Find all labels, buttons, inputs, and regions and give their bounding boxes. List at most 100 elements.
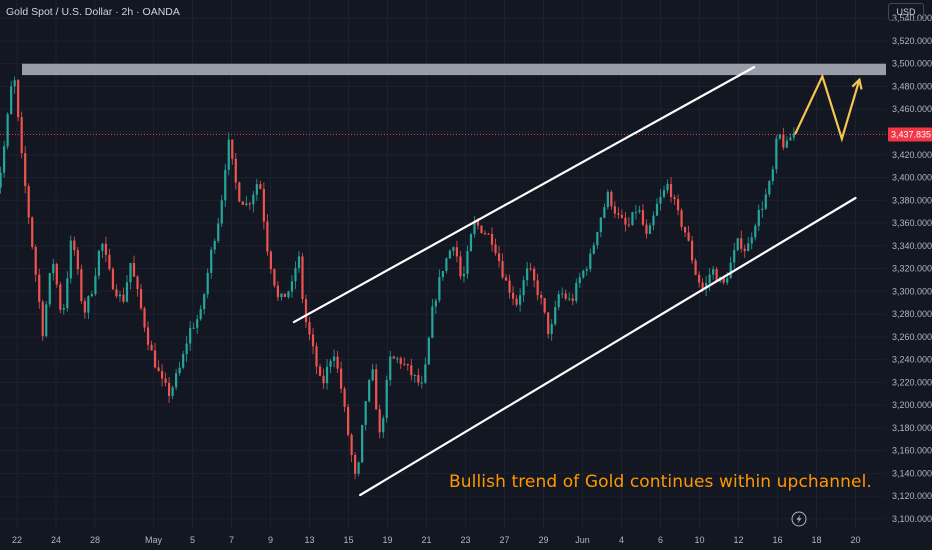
candle-body [245,203,248,205]
candle-body [466,251,469,274]
candle-body [336,356,339,369]
candle-body [529,268,532,270]
channel-layer [292,66,857,497]
candle-body [610,191,613,207]
y-tick-label: 3,400.000 [892,173,932,183]
candle-body [139,289,143,309]
candle-body [740,238,743,249]
candle-body [736,238,739,251]
candle-body [687,232,690,241]
candle-body [361,424,364,463]
candle-body [396,358,399,360]
candle-body [645,224,648,234]
candle-body [364,401,367,425]
x-tick-label: 18 [811,535,821,545]
x-tick-label: 20 [850,535,860,545]
candle-body [294,268,297,282]
candle-body [627,224,631,226]
candle-body [266,221,269,252]
candle-body [708,274,711,284]
candles-layer [0,76,795,480]
y-tick-label: 3,420.000 [892,150,932,160]
candle-body [262,188,265,222]
candle-body [178,367,181,374]
candle-body [371,369,374,381]
lightning-icon[interactable] [791,511,807,527]
candle-body [750,237,753,244]
candle-body [0,172,2,188]
candle-body [108,254,111,269]
x-tick-label: 6 [658,535,663,545]
candle-body [705,283,708,289]
x-tick-label: 13 [304,535,314,545]
y-tick-label: 3,260.000 [892,332,932,342]
candle-body [575,282,578,301]
candle-body [501,261,504,278]
candle-body [754,225,757,238]
candle-body [490,233,494,245]
candle-body [473,221,476,235]
candle-body [403,363,406,365]
candle-body [378,409,381,433]
y-tick-label: 3,380.000 [892,195,932,205]
candle-body [420,382,423,384]
candle-body [62,308,65,310]
candle-body [104,243,108,255]
candle-body [603,207,606,218]
candle-body [694,260,697,275]
candle-body [332,356,336,361]
grid-layer [0,0,886,528]
resistance-zone [22,63,886,76]
y-tick-label: 3,140.000 [892,468,932,478]
candle-body [276,285,280,298]
candle-body [304,299,308,323]
candle-body [522,280,525,296]
candle-body [283,293,287,297]
candle-body [487,233,490,235]
x-tick-label: 29 [538,535,548,545]
candle-body [547,312,550,334]
currency-button[interactable]: USD [888,3,924,21]
candle-body [462,273,466,277]
candle-body [483,233,487,235]
candle-body [255,184,258,195]
candle-body [526,268,529,281]
candle-body [252,194,255,205]
y-tick-label: 3,160.000 [892,446,932,456]
candle-body [34,246,37,275]
current-price-tag-layer: 3,437.835 [888,127,932,142]
x-tick-label: 28 [90,535,100,545]
candle-body [508,280,511,293]
candle-body [38,274,41,302]
candle-body [143,308,146,328]
candle-body [459,256,462,277]
candle-body [431,306,434,338]
candle-body [564,293,567,299]
x-tick-label: 16 [772,535,782,545]
candle-body [561,293,564,295]
candle-body [48,273,51,305]
candle-body [476,221,480,226]
x-tick-label: 15 [343,535,353,545]
candle-body [55,263,58,285]
lightning-icon-ring [791,511,807,527]
candle-body [129,262,132,283]
candle-body [778,134,781,139]
candle-body [638,210,641,212]
y-tick-label: 3,220.000 [892,377,932,387]
candle-body [297,256,301,269]
candle-body [45,304,48,337]
candle-body [536,280,539,296]
candle-body [683,226,687,233]
candle-body [94,275,97,295]
candle-body [582,270,585,278]
current-price-tag [888,127,932,142]
candle-body [13,80,16,87]
candle-body [339,368,343,389]
candle-body [662,190,666,197]
x-tick-label: May [145,535,163,545]
candle-body [494,244,497,254]
channel-upper-line [292,66,756,324]
candle-body [424,364,427,383]
